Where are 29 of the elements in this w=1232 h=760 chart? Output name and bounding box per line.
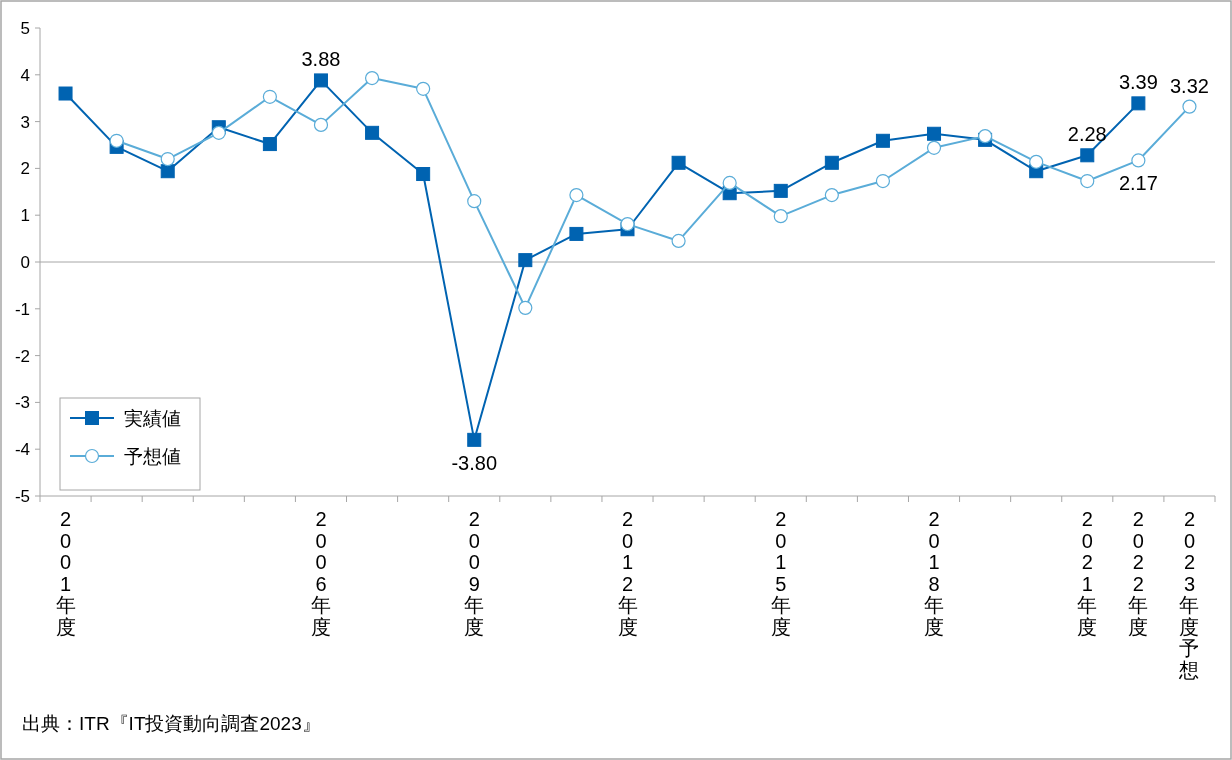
x-tick-label: 2021年度 <box>1077 508 1098 638</box>
data-label: 2.28 <box>1067 123 1107 146</box>
data-label: 3.39 <box>1118 71 1158 94</box>
y-tick-label: 3 <box>20 112 30 132</box>
y-tick-label: 4 <box>20 65 30 85</box>
x-tick-label: 2012年度 <box>617 508 638 638</box>
y-tick-label: -4 <box>14 440 30 460</box>
y-tick-label: -1 <box>14 299 30 319</box>
data-label: 3.32 <box>1169 74 1209 97</box>
data-label: 2.17 <box>1118 172 1158 195</box>
data-label: -3.80 <box>451 451 498 474</box>
x-tick-label: 2023年度予想 <box>1178 508 1200 681</box>
x-tick-label: 2009年度 <box>464 508 485 638</box>
y-tick-label: -2 <box>14 346 30 366</box>
x-tick-label: 2015年度 <box>770 508 791 638</box>
y-tick-label: 2 <box>20 159 30 179</box>
x-tick-label: 2022年度 <box>1128 508 1149 638</box>
data-label: 3.88 <box>301 48 341 71</box>
x-tick-label: 2018年度 <box>924 508 945 638</box>
y-tick-label: -5 <box>14 487 30 506</box>
source-note: 出典：ITR『IT投資動向調査2023』 <box>22 713 321 734</box>
legend-label: 実績値 <box>124 408 181 429</box>
y-tick-label: 5 <box>20 19 30 38</box>
y-tick-label: 0 <box>20 253 30 272</box>
y-tick-label: -3 <box>14 393 30 413</box>
y-tick-label: 1 <box>20 206 30 226</box>
x-tick-label: 2001年度 <box>55 508 76 638</box>
x-tick-label: 2006年度 <box>310 508 331 638</box>
legend-label: 予想値 <box>124 446 181 467</box>
